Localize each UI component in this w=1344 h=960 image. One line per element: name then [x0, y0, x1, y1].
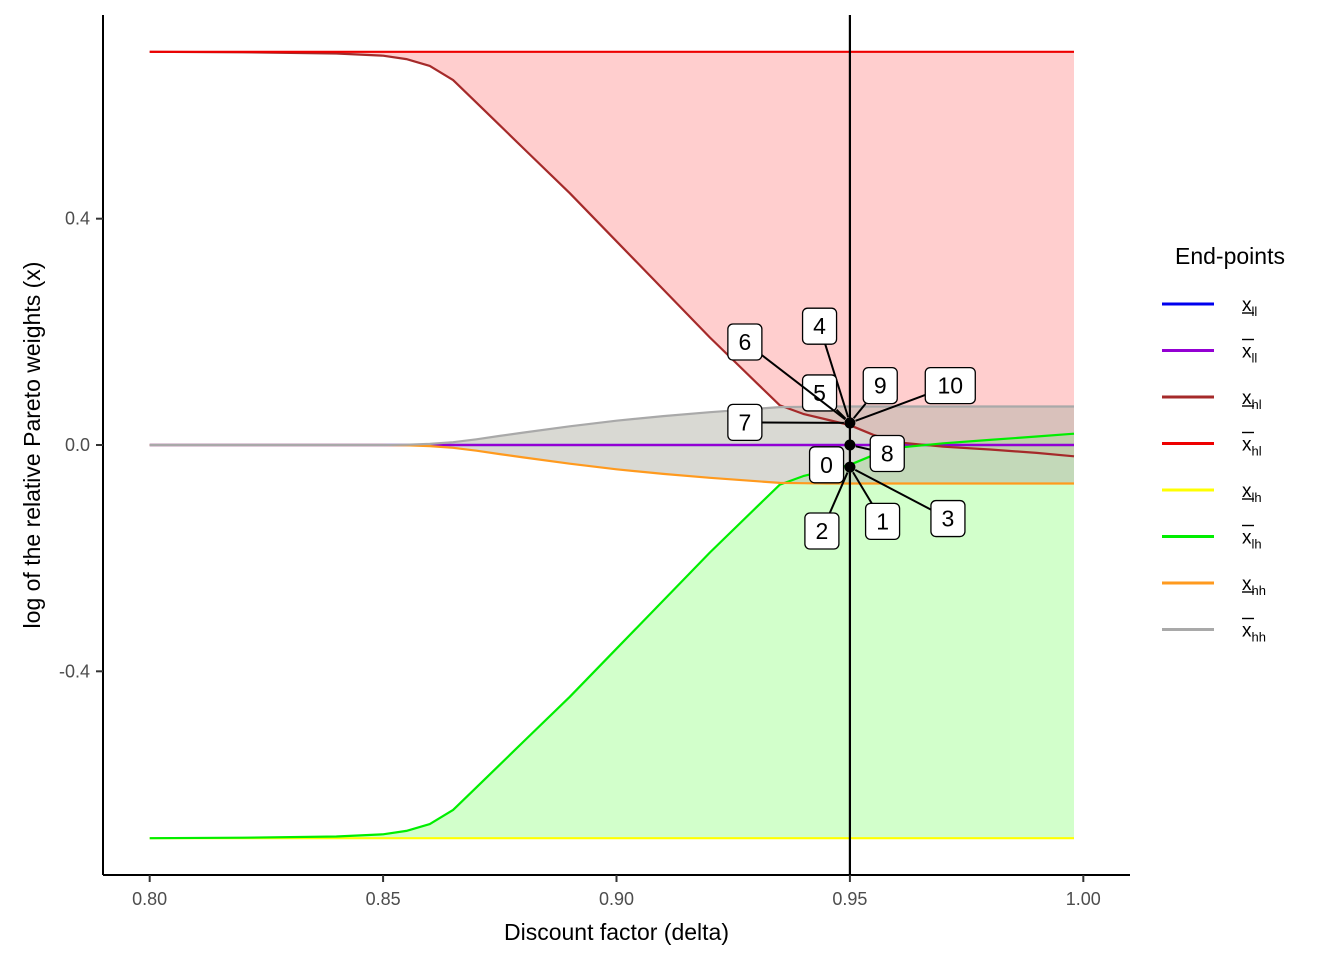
- y-axis-title: log of the relative Pareto weights (x): [19, 262, 45, 629]
- x-tick-label: 0.80: [132, 889, 167, 909]
- callout-leader: [852, 471, 873, 504]
- x-tick-label: 1.00: [1066, 889, 1101, 909]
- callout-box: [930, 499, 966, 538]
- axes: 0.80 0.85 0.90 0.95 1.00 0.4 0.0 -0.4: [59, 15, 1130, 909]
- legend: End-points xll xll xhl xhl xlh xlh xhh xhh: [1162, 243, 1285, 645]
- callout-label: 3: [854, 468, 966, 538]
- callout-label: 4: [801, 307, 850, 418]
- callout-label: 9: [852, 366, 898, 419]
- legend-label: xhh: [1242, 621, 1266, 645]
- legend-label: xll: [1242, 342, 1257, 366]
- y-tick-label: -0.4: [59, 661, 90, 681]
- callout-box: [727, 323, 763, 361]
- legend-label: xlh: [1242, 481, 1262, 505]
- legend-label: xhl: [1242, 435, 1262, 459]
- legend-label: xhl: [1242, 388, 1262, 412]
- callout-text: 5: [813, 380, 826, 406]
- x-tick-label: 0.85: [366, 889, 401, 909]
- callout-label: 1: [852, 471, 901, 541]
- legend-label: xlh: [1242, 528, 1262, 552]
- callout-label: 10: [855, 366, 976, 422]
- legend-label: xll: [1242, 295, 1257, 319]
- legend-entry-hl_high: xhl: [1162, 431, 1262, 459]
- x-tick-label: 0.90: [599, 889, 634, 909]
- callout-leader: [855, 445, 871, 451]
- callout-label: 5: [801, 374, 847, 420]
- callout-text: 6: [738, 329, 751, 355]
- legend-entry-ll_high: xll: [1162, 338, 1257, 366]
- callout-text: 1: [876, 508, 889, 534]
- legend-title: End-points: [1175, 243, 1285, 269]
- callout-leader: [854, 468, 932, 511]
- callout-text: 2: [816, 518, 829, 544]
- legend-entry-lh_high: xlh: [1162, 524, 1262, 552]
- callout-box: [862, 366, 898, 405]
- callout-box: [801, 374, 838, 412]
- x-axis-title: Discount factor (delta): [504, 919, 729, 945]
- callout-text: 4: [813, 313, 826, 339]
- callout-text: 7: [738, 409, 751, 435]
- x-tick-label: 0.95: [832, 889, 867, 909]
- callout-text: 0: [820, 452, 833, 478]
- callout-label: 0: [808, 446, 845, 484]
- y-tick-label: 0.0: [65, 435, 90, 455]
- callout-layer: 0 1 2 3 4 5 6 7 8 9 10: [727, 307, 976, 550]
- callout-box: [864, 502, 901, 541]
- callout-text: 9: [874, 373, 887, 399]
- callout-text: 8: [881, 440, 894, 466]
- callout-box: [801, 307, 838, 345]
- callout-text: 3: [942, 506, 955, 532]
- callout-box: [727, 403, 763, 442]
- callout-leader: [828, 472, 849, 514]
- legend-entry-lh_low: xlh: [1162, 481, 1262, 505]
- callout-leader: [855, 393, 926, 422]
- ribbon-hl: [149, 51, 1074, 457]
- callout-leader: [761, 354, 846, 421]
- callout-box: [804, 512, 840, 550]
- callout-box: [869, 434, 905, 473]
- y-tick-label: 0.4: [65, 209, 90, 229]
- callout-label: 8: [855, 434, 905, 473]
- callout-label: 7: [727, 403, 844, 442]
- ribbon-lh: [149, 433, 1074, 839]
- data-point: [844, 439, 856, 451]
- legend-entry-ll_low: xll: [1162, 295, 1257, 319]
- legend-entry-hh_low: xhh: [1162, 574, 1266, 598]
- data-point: [844, 417, 856, 429]
- callout-box: [924, 366, 976, 405]
- callout-box: [808, 446, 845, 484]
- callout-label: 6: [727, 323, 846, 421]
- legend-label: xhh: [1242, 574, 1266, 598]
- data-point: [844, 461, 856, 473]
- legend-entry-hh_high: xhh: [1162, 617, 1266, 645]
- callout-leader: [852, 402, 867, 419]
- callout-label: 2: [804, 472, 849, 550]
- point-layer: [844, 417, 856, 473]
- callout-text: 10: [937, 373, 963, 399]
- legend-entry-hl_low: xhl: [1162, 388, 1262, 412]
